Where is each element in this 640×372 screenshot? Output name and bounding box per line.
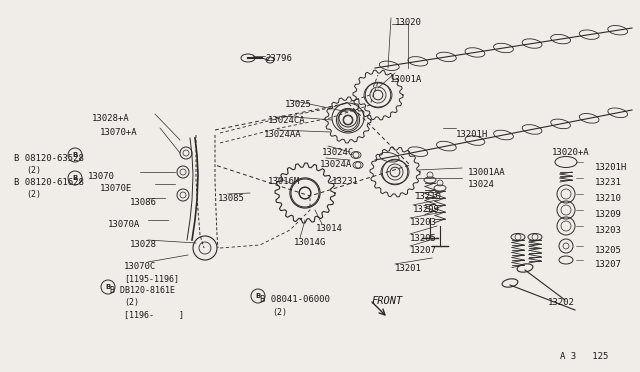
Text: 13209: 13209 [595, 210, 622, 219]
Text: 13020+A: 13020+A [552, 148, 589, 157]
Text: 13024A: 13024A [320, 160, 352, 169]
Text: 13085: 13085 [218, 194, 245, 203]
Text: 23796: 23796 [265, 54, 292, 63]
Text: 13207: 13207 [410, 246, 437, 255]
Text: B 08120-63528: B 08120-63528 [14, 154, 84, 163]
Text: 13028+A: 13028+A [92, 114, 130, 123]
Text: 13024: 13024 [468, 180, 495, 189]
Text: 13070C: 13070C [124, 262, 156, 271]
Text: 13070+A: 13070+A [100, 128, 138, 137]
Text: 13201: 13201 [395, 264, 422, 273]
Text: B DB120-8161E: B DB120-8161E [110, 286, 175, 295]
Text: [1195-1196]: [1195-1196] [124, 274, 179, 283]
Text: 13001AA: 13001AA [468, 168, 506, 177]
Text: FRONT: FRONT [372, 296, 403, 306]
Text: 13024C: 13024C [322, 148, 355, 157]
Text: (2): (2) [26, 166, 41, 175]
Text: 13016M: 13016M [268, 177, 300, 186]
Text: 13201H: 13201H [456, 130, 488, 139]
Text: [1196-     ]: [1196- ] [124, 310, 184, 319]
Text: (2): (2) [272, 308, 287, 317]
Text: 13231: 13231 [595, 178, 622, 187]
Text: B 08041-06000: B 08041-06000 [260, 295, 330, 304]
Text: 13001A: 13001A [390, 75, 422, 84]
Text: 13020: 13020 [395, 18, 422, 27]
Text: (2): (2) [26, 190, 41, 199]
Text: 13202: 13202 [548, 298, 575, 307]
Text: 13207: 13207 [595, 260, 622, 269]
Text: 13070A: 13070A [108, 220, 140, 229]
Text: 13201H: 13201H [595, 163, 627, 172]
Text: A 3   125: A 3 125 [560, 352, 609, 361]
Text: B: B [106, 284, 111, 290]
Text: B: B [72, 152, 77, 158]
Text: B 08120-61628: B 08120-61628 [14, 178, 84, 187]
Text: 13014G: 13014G [294, 238, 326, 247]
Text: B: B [255, 293, 260, 299]
Text: 13014: 13014 [316, 224, 343, 233]
Text: 13025: 13025 [285, 100, 312, 109]
Text: (2): (2) [124, 298, 139, 307]
Text: 13070: 13070 [88, 172, 115, 181]
Text: B: B [72, 175, 77, 181]
Text: 13205: 13205 [595, 246, 622, 255]
Text: 13231: 13231 [332, 177, 359, 186]
Text: 13086: 13086 [130, 198, 157, 207]
Text: 13028: 13028 [130, 240, 157, 249]
Text: 13070E: 13070E [100, 184, 132, 193]
Text: 13024CA: 13024CA [268, 116, 306, 125]
Text: 13024AA: 13024AA [264, 130, 301, 139]
Text: 13203: 13203 [410, 218, 437, 227]
Text: 13209: 13209 [413, 205, 440, 214]
Text: 13210: 13210 [415, 192, 442, 201]
Text: 13205: 13205 [410, 234, 437, 243]
Text: 13203: 13203 [595, 226, 622, 235]
Text: 13210: 13210 [595, 194, 622, 203]
